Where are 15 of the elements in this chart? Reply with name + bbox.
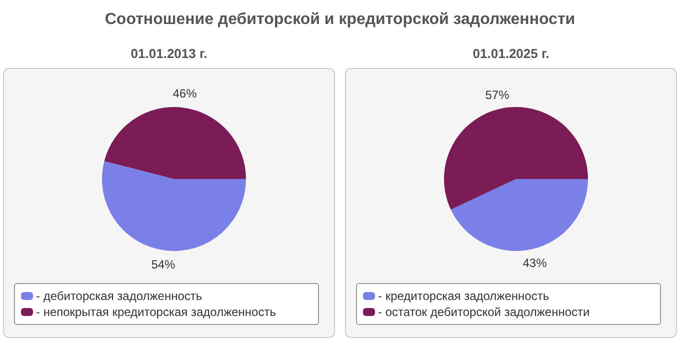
data-label: 43% (522, 256, 548, 270)
legend-label: - дебиторская задолженность (36, 288, 202, 304)
data-label: 46% (172, 86, 198, 101)
pie-slice (444, 107, 588, 210)
chart-title: Соотношение дебиторской и кредиторской задолженности (104, 10, 576, 30)
chart-subtitle: 01.01.2025 г. (472, 46, 550, 63)
pie-slice (104, 107, 246, 179)
pie-slice (450, 179, 588, 251)
chart-subtitle: 01.01.2013 г. (130, 46, 208, 63)
legend-label: - остаток дебиторской задолженности (378, 304, 590, 320)
data-label: 57% (485, 88, 510, 102)
legend-label: - непокрытая кредиторская задолженность (36, 304, 276, 320)
data-label: 54% (151, 257, 176, 272)
pie-slice (102, 161, 246, 251)
legend-label: - кредиторская задолженность (378, 288, 550, 304)
